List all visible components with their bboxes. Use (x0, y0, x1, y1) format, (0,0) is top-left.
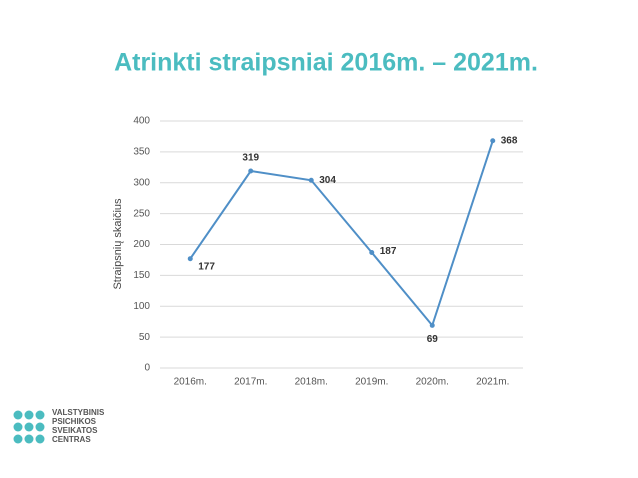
logo-dot (35, 434, 45, 444)
logo-dot (35, 422, 45, 432)
data-label: 319 (242, 153, 259, 164)
y-tick-label: 350 (133, 147, 150, 158)
y-tick-label: 400 (133, 116, 150, 127)
x-tick-label: 2017m. (234, 377, 267, 388)
logo-dot (35, 410, 45, 420)
y-tick-label: 100 (133, 301, 150, 312)
y-tick-label: 250 (133, 208, 150, 219)
x-tick-label: 2016m. (174, 377, 207, 388)
point (187, 256, 193, 262)
y-tick-label: 0 (144, 363, 150, 374)
x-tick-label: 2019m. (355, 377, 388, 388)
logo-dot (13, 434, 23, 444)
logo-text: SVEIKATOS (52, 426, 98, 435)
logo-dot (24, 410, 34, 420)
y-tick-label: 150 (133, 270, 150, 281)
point (369, 250, 375, 256)
logo-dot (24, 434, 34, 444)
y-tick-label: 300 (133, 177, 150, 188)
logo: VALSTYBINIS PSICHIKOS SVEIKATOS CENTRAS (13, 408, 105, 444)
logo-text: VALSTYBINIS (52, 408, 105, 417)
logo-text: CENTRAS (52, 435, 91, 444)
logo-text: PSICHIKOS (52, 417, 97, 426)
point (490, 138, 496, 144)
y-axis-label: Straipsnių skaičius (112, 198, 124, 290)
data-label: 304 (319, 175, 336, 186)
chart-title: Atrinkti straipsniai 2016m. – 2021m. (114, 49, 538, 77)
point (429, 322, 435, 328)
logo-dot (24, 422, 34, 432)
y-tick-label: 50 (139, 332, 151, 343)
x-tick-label: 2021m. (476, 377, 509, 388)
data-label: 368 (501, 135, 518, 146)
x-tick-label: 2018m. (295, 377, 328, 388)
logo-dot (13, 422, 23, 432)
point (248, 168, 254, 174)
x-tick-label: 2020m. (416, 377, 449, 388)
data-label: 177 (198, 261, 215, 272)
logo-dot (13, 410, 23, 420)
y-tick-label: 200 (133, 239, 150, 250)
point (308, 177, 314, 183)
data-label: 69 (427, 334, 439, 345)
data-label: 187 (380, 246, 397, 257)
line (189, 140, 494, 328)
